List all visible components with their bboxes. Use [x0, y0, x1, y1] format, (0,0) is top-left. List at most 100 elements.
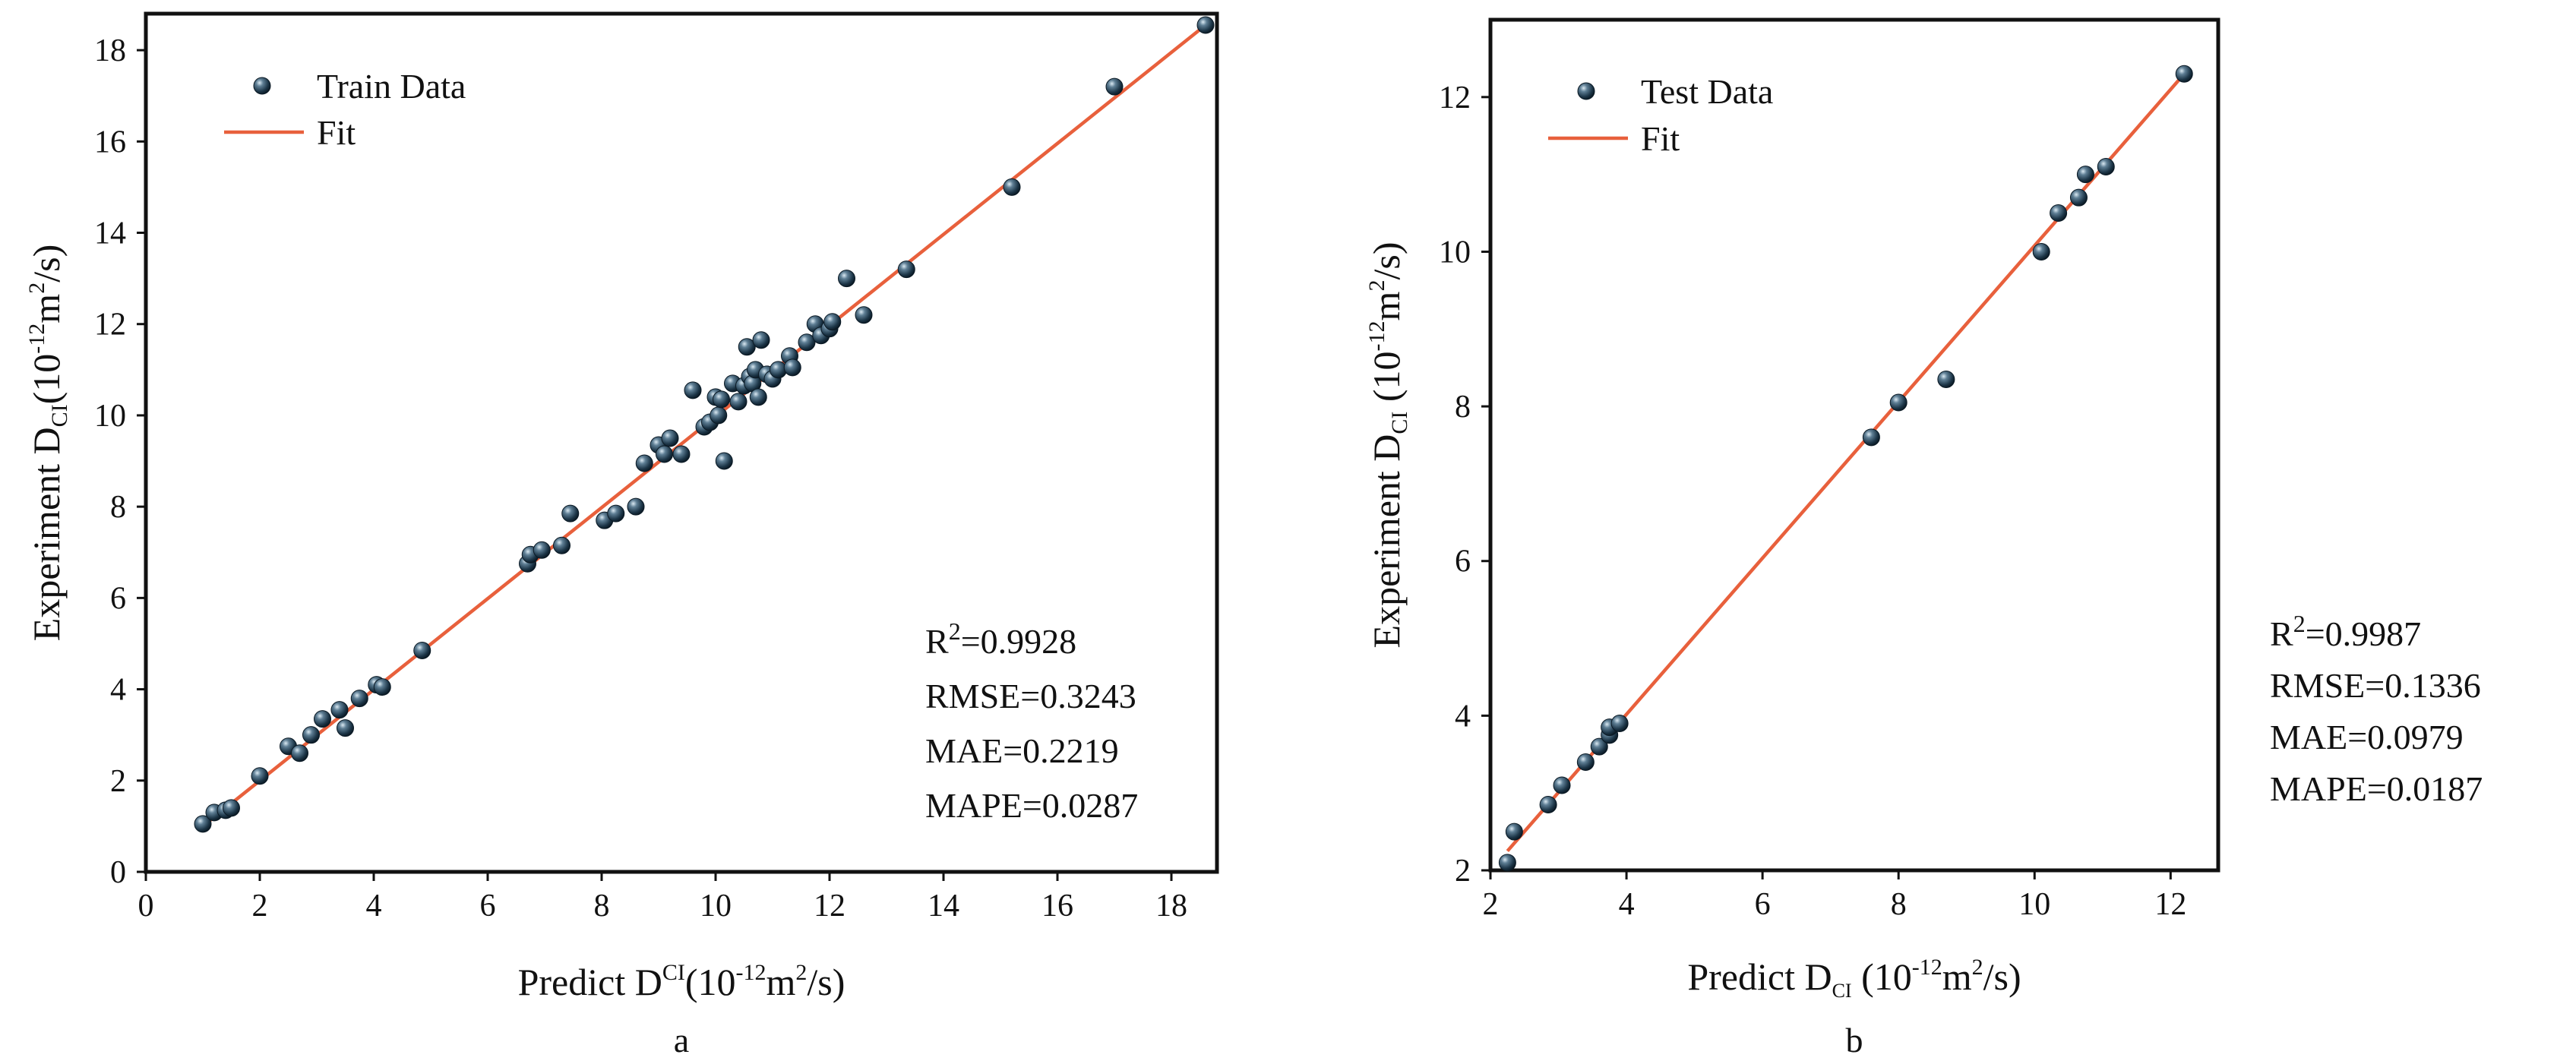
- data-point: [1539, 795, 1557, 813]
- data-point: [672, 445, 691, 463]
- metric-rmse: RMSE=0.1336: [2270, 666, 2481, 705]
- data-point: [1105, 77, 1124, 96]
- panel-label: b: [1846, 1021, 1863, 1059]
- x-tick-label: 8: [1891, 887, 1907, 922]
- x-tick-label: 8: [594, 889, 610, 924]
- data-point: [1862, 428, 1880, 447]
- y-tick-label: 10: [1439, 235, 1471, 270]
- data-point: [413, 641, 431, 659]
- y-tick-label: 18: [94, 33, 126, 68]
- data-point: [330, 701, 349, 719]
- data-point: [1553, 776, 1571, 794]
- chart-panel-b: 2 4 6 8 10 12 2 4 6 8 10 12 Test Data Fit R2=0.9987 RMS…: [1364, 17, 2483, 1059]
- y-tick-label: 14: [94, 216, 126, 251]
- x-tick-label: 2: [252, 889, 268, 924]
- y-tick-label: 0: [110, 855, 126, 890]
- plot-frame: [1488, 17, 2220, 873]
- y-tick-label: 6: [110, 581, 126, 616]
- metric-mape: MAPE=0.0287: [925, 786, 1138, 825]
- legend-label-data: Test Data: [1641, 72, 1773, 111]
- data-point: [715, 452, 733, 470]
- metric-mape: MAPE=0.0187: [2270, 769, 2483, 808]
- x-tick-label: 6: [480, 889, 496, 924]
- data-point: [561, 504, 580, 523]
- x-tick-label: 10: [2018, 887, 2050, 922]
- x-axis-label: Predict DCI(10-12m2/s): [518, 960, 845, 1003]
- data-point: [553, 536, 571, 554]
- legend-label-fit: Fit: [1641, 119, 1680, 158]
- x-tick-label: 18: [1155, 889, 1187, 924]
- data-point: [749, 388, 767, 406]
- data-point: [783, 358, 801, 377]
- metric-mae: MAE=0.2219: [925, 731, 1119, 770]
- metric-r: R2=0.9987: [2270, 610, 2421, 653]
- y-tick-label: 16: [94, 125, 126, 159]
- data-point: [337, 719, 354, 737]
- y-axis-label: Experiment DCI (10-12m2/s): [1364, 242, 1412, 649]
- legend-marker-data: [1577, 82, 1595, 100]
- data-point: [661, 429, 679, 447]
- data-point: [607, 504, 625, 523]
- data-point: [2032, 242, 2050, 260]
- y-axis-label: Experiment DCI(10-12m2/s): [24, 245, 72, 641]
- data-point: [373, 678, 391, 696]
- data-point: [752, 331, 770, 349]
- panel-label: a: [674, 1021, 689, 1059]
- legend-marker-data: [253, 77, 271, 95]
- y-tick-label: 4: [1455, 699, 1471, 734]
- x-tick-label: 4: [366, 889, 382, 924]
- data-point: [194, 815, 212, 833]
- data-point: [350, 690, 368, 708]
- y-tick-label: 12: [1439, 81, 1471, 115]
- data-point: [302, 726, 320, 744]
- data-point: [897, 260, 915, 279]
- data-point: [684, 381, 702, 399]
- x-tick-label: 14: [928, 889, 959, 924]
- x-tick-label: 12: [2154, 887, 2186, 922]
- data-point: [1610, 715, 1629, 733]
- x-tick-label: 4: [1619, 887, 1635, 922]
- data-point: [710, 406, 728, 425]
- y-tick-label: 12: [94, 308, 126, 343]
- data-point: [729, 393, 748, 411]
- data-point: [798, 333, 816, 352]
- data-point: [2050, 204, 2068, 223]
- data-point: [1003, 178, 1021, 196]
- data-point: [223, 799, 240, 817]
- y-tick-label: 6: [1455, 545, 1471, 579]
- data-point: [635, 454, 653, 472]
- data-point: [656, 445, 673, 463]
- data-point: [314, 710, 331, 728]
- x-tick-label: 0: [138, 889, 154, 924]
- data-point: [1576, 753, 1595, 771]
- data-point: [2069, 188, 2088, 207]
- metric-rmse: RMSE=0.3243: [925, 677, 1136, 715]
- metric-mae: MAE=0.0979: [2270, 718, 2464, 756]
- x-tick-label: 10: [700, 889, 732, 924]
- x-tick-label: 2: [1483, 887, 1499, 922]
- y-tick-label: 10: [94, 399, 126, 434]
- y-tick-label: 8: [1455, 390, 1471, 425]
- data-point: [2175, 65, 2193, 83]
- metric-r: R2=0.9928: [925, 617, 1076, 661]
- data-point: [713, 390, 730, 409]
- data-point: [627, 497, 645, 516]
- data-point: [2097, 157, 2115, 175]
- data-point: [1889, 393, 1908, 412]
- chart-panel-a: 0 2 4 6 8 10 12 14 16 18 0 2 4 6 8 10 12 14 16 18 Train Data…: [24, 11, 1219, 1059]
- x-tick-label: 16: [1041, 889, 1073, 924]
- y-tick-label: 2: [110, 764, 126, 799]
- data-point: [1196, 16, 1215, 34]
- data-point: [855, 306, 873, 324]
- data-point: [1937, 370, 1955, 388]
- y-tick-label: 8: [110, 490, 126, 525]
- data-point: [1498, 854, 1516, 872]
- x-tick-label: 12: [814, 889, 845, 924]
- legend-label-fit: Fit: [317, 113, 356, 152]
- x-axis-label: Predict DCI (10-12m2/s): [1687, 955, 2021, 1002]
- data-point: [2076, 166, 2094, 184]
- x-tick-label: 6: [1755, 887, 1771, 922]
- data-point: [533, 541, 551, 559]
- data-point: [1590, 737, 1608, 756]
